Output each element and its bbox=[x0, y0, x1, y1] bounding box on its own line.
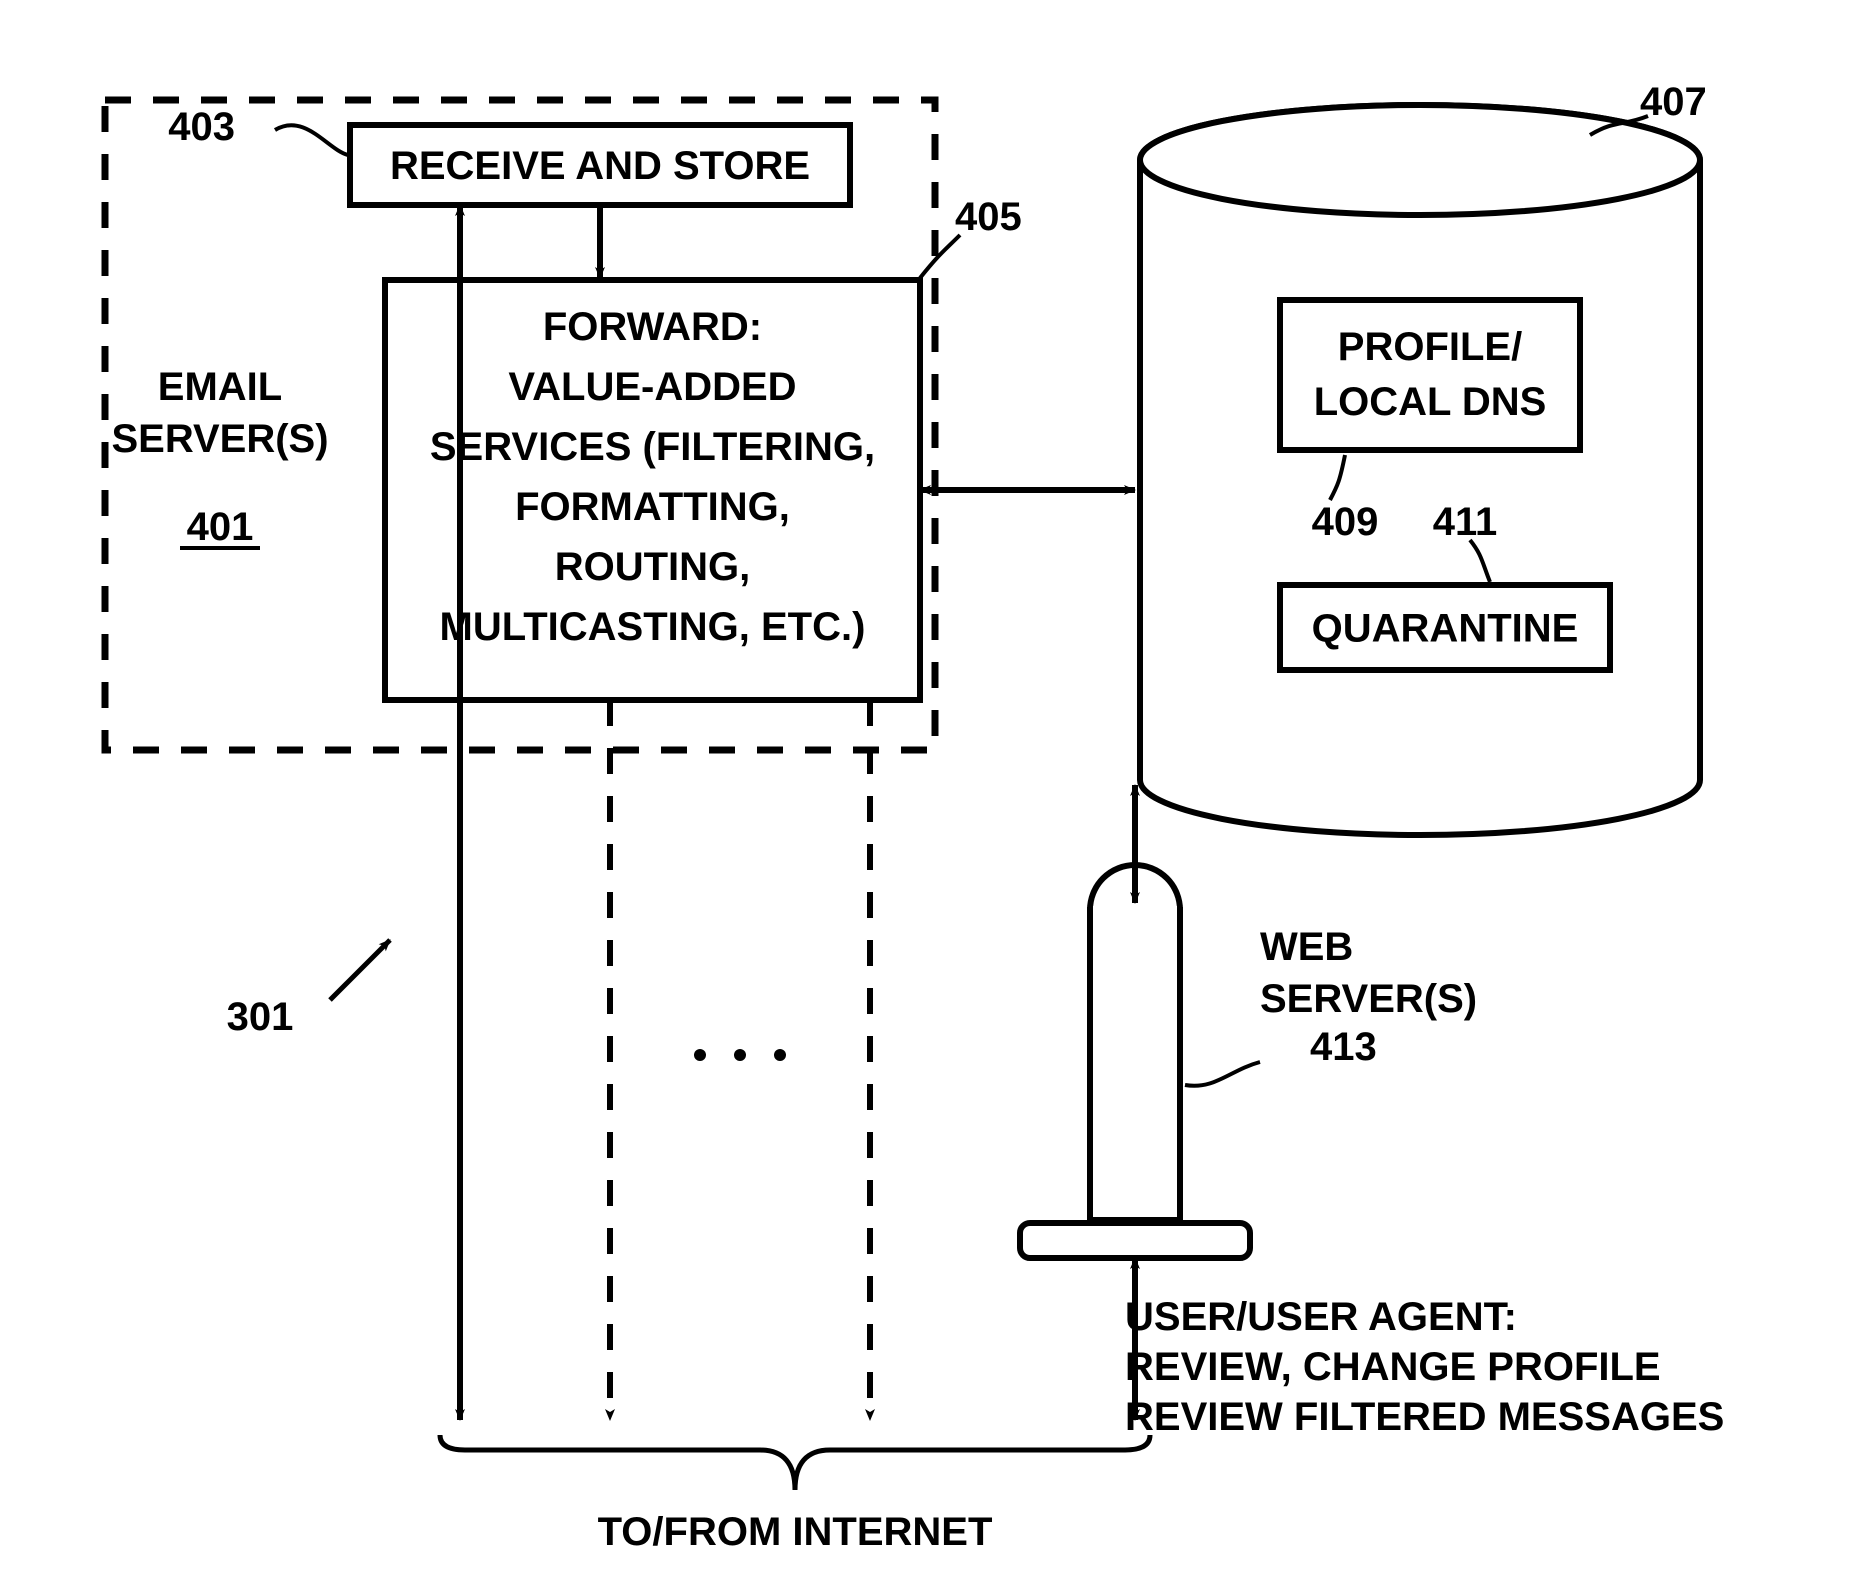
profile-box-text: PROFILE/ bbox=[1338, 325, 1522, 369]
webserver-body bbox=[1090, 910, 1180, 1220]
database-cylinder-top bbox=[1140, 105, 1700, 215]
leader-405 bbox=[920, 235, 960, 278]
ellipsis-dot bbox=[734, 1049, 746, 1061]
ellipsis-dot bbox=[774, 1049, 786, 1061]
leader-403 bbox=[275, 125, 348, 155]
ref-403: 403 bbox=[168, 105, 235, 149]
ref-409: 409 bbox=[1312, 500, 1379, 544]
arrow-301 bbox=[330, 940, 390, 1000]
user-text-line: REVIEW FILTERED MESSAGES bbox=[1125, 1395, 1724, 1439]
ref-413: 413 bbox=[1310, 1025, 1377, 1069]
forward-box-text: FORWARD: bbox=[543, 305, 762, 349]
receive-store-label: RECEIVE AND STORE bbox=[390, 144, 810, 188]
ref-405: 405 bbox=[955, 195, 1022, 239]
webserver-label: SERVER(S) bbox=[1260, 977, 1477, 1021]
profile-box-text: LOCAL DNS bbox=[1314, 380, 1547, 424]
ref-401: 401 bbox=[187, 505, 254, 549]
profile-box bbox=[1280, 300, 1580, 450]
email-server-label: SERVER(S) bbox=[111, 417, 328, 461]
user-text-line: REVIEW, CHANGE PROFILE bbox=[1125, 1345, 1661, 1389]
ref-407: 407 bbox=[1640, 80, 1707, 124]
quarantine-label: QUARANTINE bbox=[1312, 607, 1579, 651]
webserver-label: WEB bbox=[1260, 925, 1353, 969]
forward-box-text: FORMATTING, bbox=[515, 485, 790, 529]
brace-internet bbox=[440, 1435, 1150, 1490]
forward-box-text: ROUTING, bbox=[555, 545, 751, 589]
forward-box-text: SERVICES (FILTERING, bbox=[430, 425, 875, 469]
diagram-canvas: EMAIL SERVER(S) 401 RECEIVE AND STORE 403 FOR… bbox=[0, 0, 1873, 1584]
leader-413 bbox=[1185, 1062, 1260, 1086]
brace-label: TO/FROM INTERNET bbox=[598, 1510, 993, 1554]
ref-411: 411 bbox=[1433, 500, 1498, 544]
ref-301: 301 bbox=[227, 995, 294, 1039]
email-server-label: EMAIL bbox=[158, 365, 282, 409]
user-text-line: USER/USER AGENT: bbox=[1125, 1295, 1517, 1339]
forward-box-text: VALUE-ADDED bbox=[508, 365, 796, 409]
forward-box-text: MULTICASTING, ETC.) bbox=[440, 605, 866, 649]
ellipsis-dot bbox=[694, 1049, 706, 1061]
webserver-base bbox=[1020, 1223, 1250, 1258]
